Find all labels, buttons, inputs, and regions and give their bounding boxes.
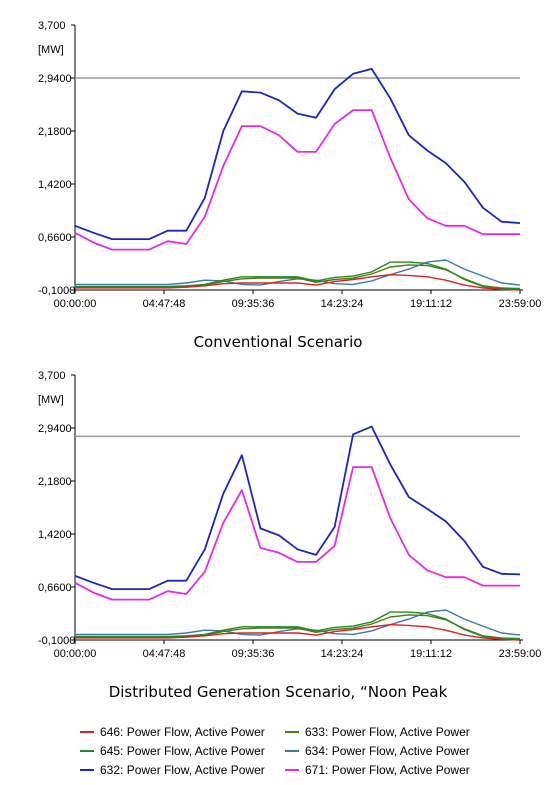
y-axis-unit-label: [MW] [38,394,64,406]
distributed-generation-chart: 3,700 2,9400 2,1800 1,4200 0,6600 -0,1000 [MW]… [0,350,556,680]
y-tick-label: 2,9400 [38,73,72,85]
y-tick-label: 1,4200 [38,529,72,541]
legend-label: 645: Power Flow, Active Power [100,743,265,758]
conventional-scenario-caption: Conventional Scenario [193,333,363,351]
legend-item-632: 632: Power Flow, Active Power [80,763,285,777]
x-tick-label: 14:23:24 [321,648,364,660]
legend-label: 646: Power Flow, Active Power [100,724,265,739]
series-645-line [75,261,520,290]
legend-row: 632: Power Flow, Active Power 671: Power … [80,760,520,779]
y-tick-label: 1,4200 [38,179,72,191]
legend-swatch-634 [285,749,299,752]
y-tick-label: 3,700 [38,370,66,382]
y-tick-label: 2,9400 [38,423,72,435]
distributed-chart-svg: 3,700 2,9400 2,1800 1,4200 0,6600 -0,1000 [MW]… [38,370,542,660]
x-tick-label: 23:59:00 [499,648,542,660]
series-632-line [74,68,521,241]
series-671-line [74,109,520,251]
legend-item-646: 646: Power Flow, Active Power [80,725,285,739]
legend-swatch-645 [80,749,94,752]
legend-label: 633: Power Flow, Active Power [305,724,470,739]
y-tick-label: 0,6600 [38,582,72,594]
legend-swatch-646 [80,730,94,733]
series-646-line [75,274,521,291]
series-632-line [74,425,521,591]
x-tick-label: 19:11:12 [410,648,452,660]
legend: 646: Power Flow, Active Power 633: Power … [80,722,520,779]
x-tick-label: 04:47:48 [143,298,186,310]
legend-label: 671: Power Flow, Active Power [305,762,470,777]
legend-swatch-671 [285,768,299,771]
x-tick-label: 14:23:24 [321,298,364,310]
x-tick-label: 23:59:00 [499,298,542,310]
y-tick-label: 2,1800 [38,126,72,138]
x-tick-label: 00:00:00 [54,648,97,660]
y-tick-label: -0,1000 [38,635,75,647]
x-tick-label: 04:47:48 [143,648,186,660]
y-tick-label: 3,700 [38,20,66,32]
legend-item-645: 645: Power Flow, Active Power [80,744,285,758]
legend-row: 646: Power Flow, Active Power 633: Power … [80,722,520,741]
legend-item-633: 633: Power Flow, Active Power [285,725,490,739]
x-tick-label: 09:35:36 [232,648,275,660]
legend-label: 634: Power Flow, Active Power [305,743,470,758]
series-645-line [75,611,520,640]
x-tick-label: 19:11:12 [410,298,452,310]
x-tick-label: 09:35:36 [232,298,275,310]
y-axis-unit-label: [MW] [38,44,64,56]
series-671-line [74,466,520,601]
conventional-scenario-chart: 3,700 2,9400 2,1800 1,4200 0,6600 -0,1000 [MW]… [0,0,556,330]
y-tick-label: -0,1000 [38,285,75,297]
y-tick-label: 2,1800 [38,476,72,488]
series-646-line [75,624,521,641]
conventional-chart-svg: 3,700 2,9400 2,1800 1,4200 0,6600 -0,1000 [MW]… [38,20,542,310]
distributed-generation-caption: Distributed Generation Scenario, “Noon P… [108,683,448,701]
y-tick-label: 0,6600 [38,232,72,244]
legend-swatch-632 [80,768,94,771]
legend-item-671: 671: Power Flow, Active Power [285,763,490,777]
legend-swatch-633 [285,730,299,733]
legend-item-634: 634: Power Flow, Active Power [285,744,490,758]
legend-row: 645: Power Flow, Active Power 634: Power … [80,741,520,760]
x-tick-label: 00:00:00 [54,298,97,310]
legend-label: 632: Power Flow, Active Power [100,762,265,777]
